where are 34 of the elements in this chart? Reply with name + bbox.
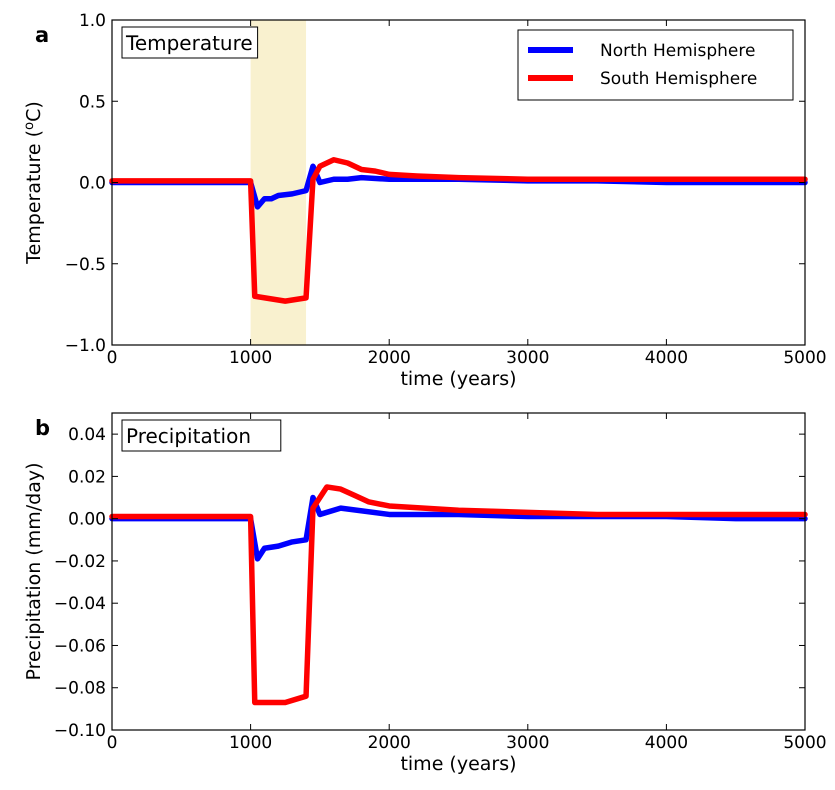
- x-tick-label: 4000: [644, 348, 688, 368]
- x-tick-label: 1000: [228, 733, 272, 753]
- y-axis-title: Precipitation (mm/day): [23, 462, 45, 680]
- y-tick-label: 0.5: [78, 92, 106, 112]
- x-axis-title: time (years): [400, 368, 517, 390]
- y-tick-label: −0.5: [64, 254, 106, 275]
- x-tick-label: 2000: [368, 348, 411, 368]
- x-tick-label: 1000: [228, 348, 272, 368]
- y-tick-label: 0.0: [78, 174, 106, 194]
- y-tick-label: 0.00: [68, 510, 106, 530]
- x-tick-label: 2000: [368, 733, 411, 753]
- y-tick-label: 0.02: [68, 467, 106, 488]
- text: b: [35, 416, 50, 440]
- y-tick-label: −1.0: [64, 336, 106, 356]
- x-tick-label: 5000: [783, 733, 827, 753]
- x-axis-title: time (years): [400, 753, 517, 775]
- y-tick-label: 1.0: [78, 11, 106, 31]
- legend-label: South Hemisphere: [600, 69, 758, 89]
- x-tick-label: 5000: [783, 348, 827, 368]
- x-tick-label: 4000: [644, 733, 688, 753]
- y-tick-label: −0.04: [54, 594, 106, 614]
- y-tick-label: −0.02: [54, 552, 106, 572]
- y-tick-label: 0.04: [68, 425, 106, 446]
- annotation: Precipitation: [126, 424, 252, 448]
- x-tick-label: 3000: [506, 348, 550, 368]
- y-tick-label: −0.08: [54, 678, 106, 699]
- x-tick-label: 3000: [506, 733, 550, 753]
- y-tick-label: −0.06: [54, 636, 106, 656]
- legend-label: North Hemisphere: [600, 41, 756, 61]
- annotation: Temperature: [125, 31, 253, 55]
- x-tick-label: 0: [106, 348, 118, 368]
- x-tick-label: 0: [106, 733, 118, 753]
- y-tick-label: −0.10: [54, 721, 106, 741]
- text: a: [35, 23, 50, 47]
